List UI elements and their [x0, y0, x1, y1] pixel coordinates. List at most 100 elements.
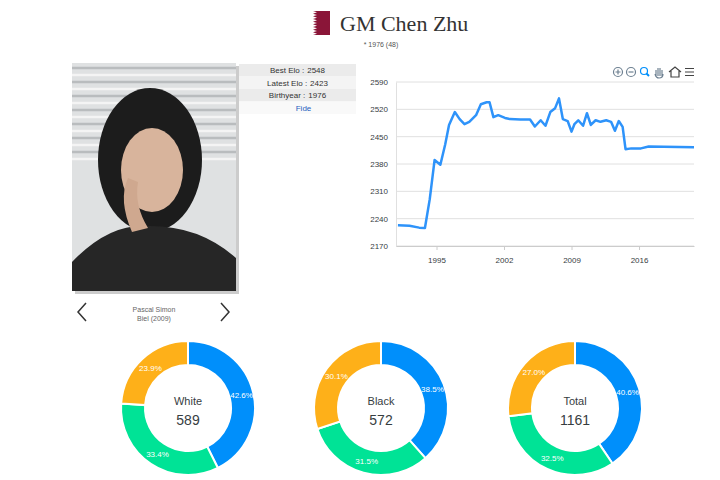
y-tick-label: 2240	[370, 215, 388, 224]
photo-blind	[72, 74, 236, 77]
photo-hand	[124, 178, 148, 232]
info-label: Best Elo :	[270, 66, 304, 75]
donut-total: 589	[176, 412, 200, 428]
info-value: 2423	[310, 79, 328, 88]
x-tick-label: 2002	[496, 256, 514, 265]
photo-blind	[72, 67, 236, 70]
y-tick: 2450	[370, 133, 396, 142]
slice-label: 42.6%	[230, 391, 253, 400]
photo-blind	[72, 81, 236, 84]
x-tick: 1995	[428, 246, 446, 265]
zoom-select[interactable]	[641, 68, 648, 75]
zoom-in-sign	[616, 70, 621, 75]
donut-slice	[121, 403, 218, 475]
zoom-out-sign	[629, 71, 634, 72]
info-label: Latest Elo :	[267, 79, 307, 88]
slice-label: 23.9%	[139, 364, 162, 373]
x-tick-mark	[639, 246, 640, 250]
info-value: 2548	[307, 66, 325, 75]
x-tick: 2016	[631, 246, 649, 265]
grid-line	[396, 246, 694, 247]
subtitle: * 1976 (48)	[364, 41, 399, 49]
x-tick-mark	[504, 246, 505, 250]
y-tick: 2170	[370, 242, 396, 251]
grid-line	[396, 191, 694, 192]
donut-chart: 40.6% 32.5% 27.0% Total 1161	[508, 341, 642, 475]
slice-label: 40.6%	[616, 388, 639, 397]
toolbar	[614, 67, 695, 78]
info-value: 1976	[308, 91, 326, 100]
y-tick-label: 2450	[370, 133, 388, 142]
donut-slice	[317, 421, 425, 475]
donut-title: Black	[368, 395, 395, 407]
flag-field	[306, 11, 330, 35]
info-row	[239, 102, 356, 115]
y-tick: 2240	[370, 215, 396, 224]
menu[interactable]	[685, 69, 694, 76]
next-arrow[interactable]	[221, 303, 229, 321]
photo-bg	[72, 63, 236, 291]
plot-area	[398, 98, 694, 228]
grid-line	[396, 109, 694, 110]
donut-total: 1161	[560, 412, 590, 428]
grid-line	[396, 82, 694, 83]
slice-label: 30.1%	[325, 372, 348, 381]
y-tick-label: 2170	[370, 242, 388, 251]
y-tick-label: 2380	[370, 160, 388, 169]
info-label: Birthyear :	[269, 91, 305, 100]
x-tick-label: 2009	[563, 256, 581, 265]
donut-chart: 42.6% 33.4% 23.9% White 589	[121, 341, 255, 475]
flag-stripe	[306, 11, 317, 35]
info-text: Latest Elo :2423	[267, 79, 328, 88]
zoom-out[interactable]	[627, 68, 636, 77]
x-tick-label: 2016	[631, 256, 649, 265]
title: GM Chen Zhu	[340, 11, 468, 36]
home[interactable]	[669, 67, 681, 77]
y-tick: 2310	[370, 187, 396, 196]
info-text: Birthyear :1976	[269, 91, 327, 100]
info-row	[239, 77, 356, 90]
donut-title: White	[174, 395, 202, 407]
info-text: Best Elo :2548	[270, 66, 326, 75]
x-tick-mark	[437, 246, 438, 250]
photo-caption: Biel (2009)	[137, 315, 171, 323]
slice-label: 32.5%	[541, 454, 564, 463]
photo-shirt	[72, 226, 236, 291]
photo-caption: Pascal Simon	[133, 306, 176, 313]
y-tick-label: 2520	[370, 105, 388, 114]
info-row	[239, 89, 356, 102]
donut-total: 572	[369, 412, 393, 428]
zoom-in[interactable]	[614, 68, 623, 77]
donut-title: Total	[563, 395, 586, 407]
line-chart: 2170 2240 2310 2380 2450 2520 2590 1995 2002 2009…	[370, 78, 694, 265]
info-row	[239, 64, 356, 77]
x-tick: 2009	[563, 246, 581, 265]
donut-chart: 38.5%31.5%30.1%Black572	[314, 341, 448, 475]
photo	[72, 63, 239, 294]
x-axis: 1995 2002 2009 2016	[397, 246, 695, 265]
y-tick-label: 2590	[370, 78, 388, 87]
y-axis: 2170 2240 2310 2380 2450 2520 2590	[370, 78, 396, 251]
y-axis-line	[396, 83, 397, 247]
y-tick: 2520	[370, 105, 396, 114]
flag	[306, 11, 330, 35]
pan[interactable]	[655, 68, 663, 78]
grid-line	[396, 136, 694, 137]
slice-label: 33.4%	[146, 450, 169, 459]
y-tick: 2590	[370, 78, 396, 87]
x-tick-label: 1995	[428, 256, 446, 265]
elo-line	[398, 98, 694, 228]
grid-line	[396, 218, 694, 219]
x-tick-mark	[572, 246, 573, 250]
fide-link[interactable]: Fide	[296, 104, 312, 113]
slice-label: 27.0%	[522, 368, 545, 377]
x-tick: 2002	[496, 246, 514, 265]
x-axis-line	[397, 246, 695, 247]
y-tick: 2380	[370, 160, 396, 169]
zoom-select-handle	[647, 74, 650, 77]
slice-label: 31.5%	[355, 457, 378, 466]
prev-arrow[interactable]	[78, 303, 86, 321]
photo-hair	[98, 88, 202, 232]
y-tick-label: 2310	[370, 187, 388, 196]
page: GM Chen Zhu* 1976 (48)Best Elo :2548Late…	[0, 0, 720, 480]
